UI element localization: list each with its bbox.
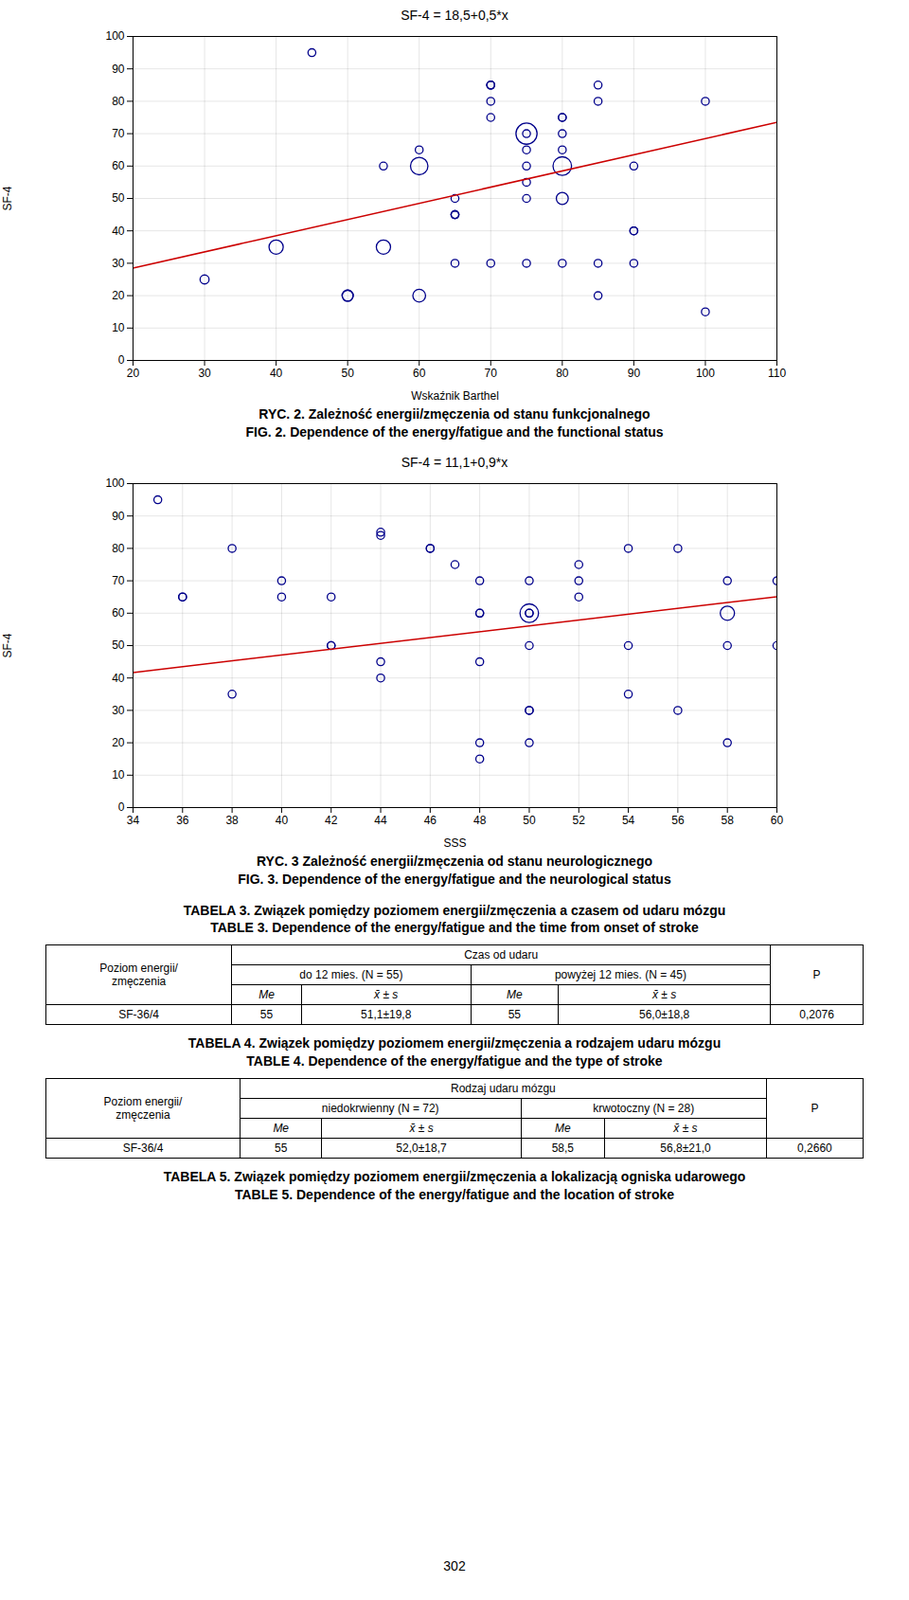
html-text:P: P bbox=[812, 967, 821, 982]
svg-text:50: 50 bbox=[111, 191, 125, 205]
html-text:55: 55 bbox=[508, 1007, 521, 1022]
html-text:zmęczenia: zmęczenia bbox=[115, 1107, 171, 1122]
svg-text:80: 80 bbox=[111, 94, 125, 108]
svg-text:60: 60 bbox=[111, 159, 125, 173]
html-text:52,0±18,7: 52,0±18,7 bbox=[396, 1141, 447, 1155]
html-text:niedokrwienny (N = 72): niedokrwienny (N = 72) bbox=[321, 1101, 439, 1115]
svg-text:10: 10 bbox=[111, 320, 125, 335]
svg-text:10: 10 bbox=[111, 767, 125, 782]
svg-text:48: 48 bbox=[473, 813, 487, 827]
html-text:Poziom energii/: Poziom energii/ bbox=[99, 961, 178, 975]
html-text:TABLE 4. Dependence of the ene: TABLE 4. Dependence of the energy/fatigu… bbox=[246, 1053, 663, 1069]
html-text:x̄ ± s: x̄ ± s bbox=[409, 1121, 434, 1135]
html-text:RYC. 3 Zależność energii/zmęcz: RYC. 3 Zależność energii/zmęczenia od st… bbox=[256, 852, 653, 869]
html-text:Poziom energii/: Poziom energii/ bbox=[103, 1094, 183, 1108]
svg-text:54: 54 bbox=[622, 813, 636, 827]
svg-text:30: 30 bbox=[111, 256, 125, 270]
html-text:55: 55 bbox=[260, 1007, 273, 1022]
svg-text:70: 70 bbox=[111, 573, 125, 588]
html-text:x̄ ± s: x̄ ± s bbox=[673, 1121, 698, 1135]
svg-text:40: 40 bbox=[269, 366, 284, 380]
html-text:x̄ ± s: x̄ ± s bbox=[652, 987, 677, 1002]
svg-text:20: 20 bbox=[111, 288, 125, 303]
svg-text:70: 70 bbox=[484, 366, 499, 380]
html-text:Me: Me bbox=[273, 1121, 289, 1135]
html-text:Me: Me bbox=[506, 987, 523, 1002]
svg-text:60: 60 bbox=[111, 606, 125, 620]
svg-text:100: 100 bbox=[695, 366, 715, 380]
svg-text:30: 30 bbox=[111, 703, 125, 717]
svg-text:20: 20 bbox=[111, 735, 125, 749]
html-text:powyżej 12 mies. (N = 45): powyżej 12 mies. (N = 45) bbox=[554, 967, 687, 982]
svg-text:60: 60 bbox=[770, 813, 785, 827]
html-text:TABELA 5. Związek pomiędzy poz: TABELA 5. Związek pomiędzy poziomem ener… bbox=[163, 1168, 746, 1184]
svg-text:44: 44 bbox=[374, 813, 388, 827]
svg-text:50: 50 bbox=[522, 813, 536, 827]
svg-text:SF-4: SF-4 bbox=[0, 185, 15, 211]
svg-text:100: 100 bbox=[105, 29, 125, 43]
svg-text:30: 30 bbox=[197, 366, 212, 380]
svg-text:58: 58 bbox=[721, 813, 735, 827]
html-text:FIG. 3. Dependence of the ener: FIG. 3. Dependence of the energy/fatigue… bbox=[237, 870, 672, 886]
svg-text:0: 0 bbox=[118, 353, 125, 367]
svg-text:Wskaźnik Barthel: Wskaźnik Barthel bbox=[410, 389, 500, 403]
html-text:SF-4 = 18,5+0,5*x: SF-4 = 18,5+0,5*x bbox=[400, 7, 509, 23]
svg-text:50: 50 bbox=[340, 366, 355, 380]
svg-text:70: 70 bbox=[111, 126, 125, 141]
html-text:krwotoczny (N = 28): krwotoczny (N = 28) bbox=[592, 1101, 695, 1115]
svg-text:100: 100 bbox=[105, 476, 125, 490]
html-text:SF-36/4: SF-36/4 bbox=[118, 1007, 159, 1022]
html-text:55: 55 bbox=[274, 1141, 288, 1155]
svg-text:110: 110 bbox=[767, 366, 786, 380]
html-text:302: 302 bbox=[443, 1557, 466, 1573]
svg-text:38: 38 bbox=[225, 813, 239, 827]
svg-text:0: 0 bbox=[118, 800, 125, 814]
html-text:Rodzaj udaru mózgu: Rodzaj udaru mózgu bbox=[450, 1081, 556, 1095]
html-text:TABELA 4. Związek pomiędzy poz: TABELA 4. Związek pomiędzy poziomem ener… bbox=[188, 1035, 721, 1051]
html-text:RYC. 2. Zależność energii/zmęc: RYC. 2. Zależność energii/zmęczenia od s… bbox=[258, 406, 651, 422]
svg-text:40: 40 bbox=[111, 224, 125, 238]
svg-text:40: 40 bbox=[275, 813, 289, 827]
svg-text:80: 80 bbox=[555, 366, 570, 380]
html-text:Me: Me bbox=[554, 1121, 571, 1135]
svg-text:90: 90 bbox=[111, 508, 125, 522]
html-text:56,8±21,0: 56,8±21,0 bbox=[660, 1141, 711, 1155]
svg-text:40: 40 bbox=[111, 670, 125, 684]
svg-text:56: 56 bbox=[671, 813, 685, 827]
html-text:zmęczenia: zmęczenia bbox=[111, 974, 166, 988]
svg-text:SSS: SSS bbox=[443, 835, 466, 849]
html-text:TABELA 3. Związek pomiędzy poz: TABELA 3. Związek pomiędzy poziomem ener… bbox=[183, 901, 726, 918]
html-text:TABLE 3. Dependence of the ene: TABLE 3. Dependence of the energy/fatigu… bbox=[210, 919, 699, 936]
svg-text:60: 60 bbox=[412, 366, 427, 380]
svg-text:90: 90 bbox=[627, 366, 642, 380]
svg-text:SF-4: SF-4 bbox=[0, 632, 15, 658]
html-text:x̄ ± s: x̄ ± s bbox=[374, 987, 398, 1002]
html-text:Me: Me bbox=[258, 987, 275, 1002]
html-text:58,5: 58,5 bbox=[551, 1141, 574, 1155]
svg-text:36: 36 bbox=[176, 813, 190, 827]
svg-text:52: 52 bbox=[572, 813, 587, 827]
svg-text:46: 46 bbox=[424, 813, 438, 827]
html-text:0,2660: 0,2660 bbox=[797, 1141, 833, 1155]
html-text:do 12 mies. (N = 55): do 12 mies. (N = 55) bbox=[299, 967, 403, 982]
html-text:56,0±18,8: 56,0±18,8 bbox=[639, 1007, 690, 1022]
svg-text:42: 42 bbox=[324, 813, 339, 827]
html-text:TABLE 5. Dependence of the ene: TABLE 5. Dependence of the energy/fatigu… bbox=[234, 1186, 675, 1202]
svg-text:90: 90 bbox=[111, 62, 125, 76]
svg-text:80: 80 bbox=[111, 541, 125, 555]
svg-text:34: 34 bbox=[126, 813, 141, 827]
html-text:SF-4 = 11,1+0,9*x: SF-4 = 11,1+0,9*x bbox=[401, 454, 508, 470]
html-text:Czas od udaru: Czas od udaru bbox=[464, 948, 539, 962]
html-text:51,1±19,8: 51,1±19,8 bbox=[360, 1007, 412, 1022]
html-text:0,2076: 0,2076 bbox=[799, 1007, 835, 1022]
svg-text:50: 50 bbox=[111, 638, 125, 652]
html-text:P: P bbox=[810, 1101, 819, 1115]
html-text:FIG. 2. Dependence of the ener: FIG. 2. Dependence of the energy/fatigue… bbox=[245, 424, 664, 440]
svg-text:20: 20 bbox=[126, 366, 141, 380]
html-text:SF-36/4: SF-36/4 bbox=[122, 1141, 164, 1155]
